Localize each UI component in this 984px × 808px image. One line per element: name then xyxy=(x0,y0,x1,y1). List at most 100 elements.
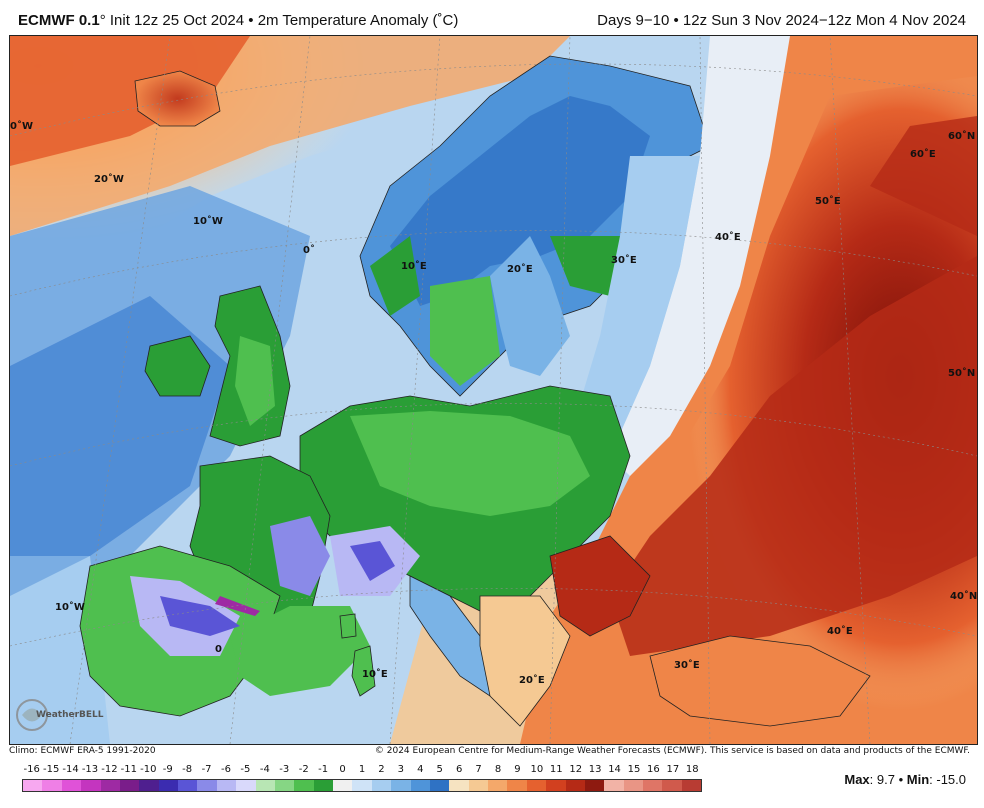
colorbar-swatches xyxy=(22,779,702,792)
colorbar-swatch xyxy=(216,780,237,791)
colorbar-swatch xyxy=(526,780,547,791)
colorbar-swatch xyxy=(100,780,120,791)
colorbar-tick-label: -10 xyxy=(140,764,157,775)
colorbar-tick-label: 10 xyxy=(530,764,544,775)
min-label: Min xyxy=(906,772,930,787)
logo-text: WeatherBELL xyxy=(36,710,104,720)
colorbar-swatch xyxy=(565,780,585,791)
grid-label: 50˚E xyxy=(815,195,841,207)
colorbar-swatch xyxy=(119,780,140,791)
max-value: : 9.7 • xyxy=(869,772,907,787)
colorbar-tick-label: -4 xyxy=(259,764,270,775)
colorbar-tick-label: -2 xyxy=(298,764,309,775)
weatherbell-logo: WeatherBELL xyxy=(14,694,104,736)
map-header: ECMWF 0.1° Init 12z 25 Oct 2024 • 2m Tem… xyxy=(0,0,984,34)
colorbar-tick-label: 12 xyxy=(569,764,583,775)
colorbar-tick-label: 15 xyxy=(627,764,641,775)
colorbar-legend: -16 -15 -14 -13 -12 -11 -10 -9 -8 -7 -6 -5 -4 -3 -2 -1 0… xyxy=(22,764,702,794)
colorbar-swatch xyxy=(623,780,643,791)
max-min-stats: Max: 9.7 • Min: -15.0 xyxy=(844,772,966,787)
colorbar-tick-label: 8 xyxy=(494,764,502,775)
colorbar-tick-label: -12 xyxy=(101,764,118,775)
colorbar-tick-label: 0 xyxy=(339,764,346,775)
colorbar-swatch xyxy=(449,780,469,791)
grid-label: 0 xyxy=(215,644,222,655)
colorbar-tick-label: -13 xyxy=(81,764,99,775)
colorbar-swatch xyxy=(274,780,295,791)
colorbar-swatch xyxy=(61,780,82,791)
colorbar-swatch xyxy=(371,780,392,791)
colorbar-tick-label: 4 xyxy=(417,764,424,775)
colorbar-tick-label: 7 xyxy=(475,764,482,775)
colorbar-tick-label: 11 xyxy=(549,764,563,775)
colorbar-swatch xyxy=(584,780,605,791)
grid-label: 10˚W xyxy=(193,215,223,227)
colorbar-swatch xyxy=(81,780,101,791)
colorbar-swatch xyxy=(488,780,508,791)
colorbar-swatch xyxy=(333,780,353,791)
colorbar-swatch xyxy=(236,780,256,791)
copyright-note: © 2024 European Centre for Medium-Range … xyxy=(374,746,970,756)
colorbar-swatch xyxy=(197,780,217,791)
grid-label: 40˚E xyxy=(715,231,741,243)
colorbar-swatch xyxy=(352,780,372,791)
grid-label: 40˚E xyxy=(827,625,853,637)
colorbar-swatch xyxy=(139,780,159,791)
colorbar-tick-label: -6 xyxy=(221,764,231,775)
title-details: ° Init 12z 25 Oct 2024 • 2m Temperature … xyxy=(99,12,459,29)
grid-label: 40˚N xyxy=(950,590,977,602)
grid-label: 60˚E xyxy=(910,148,936,160)
colorbar-swatch xyxy=(604,780,624,791)
grid-label: 30˚E xyxy=(674,659,700,671)
grid-label: 10˚W xyxy=(55,601,85,613)
colorbar-tick-label: -16 xyxy=(23,764,40,775)
max-label: Max xyxy=(844,772,870,787)
colorbar-tick-label: -14 xyxy=(62,764,79,775)
grid-label: 0˚W xyxy=(10,120,33,132)
colorbar-tick-label: 2 xyxy=(378,764,385,775)
grid-label: 50˚N xyxy=(948,367,975,379)
colorbar-swatch xyxy=(662,780,682,791)
colorbar-swatch xyxy=(178,780,198,791)
temperature-anomaly-map: 0˚W 20˚W 10˚W 0˚ 10˚E 20˚E 30˚E 40˚E 50˚… xyxy=(9,35,978,745)
grid-label: 0˚ xyxy=(303,244,315,256)
colorbar-swatch xyxy=(23,780,43,791)
grid-label: 30˚E xyxy=(611,254,637,266)
colorbar-swatch xyxy=(391,780,411,791)
colorbar-swatch xyxy=(255,780,275,791)
colorbar-tick-label: -9 xyxy=(162,764,173,775)
colorbar-swatch xyxy=(158,780,178,791)
colorbar-tick-label: -11 xyxy=(120,764,138,775)
climatology-note: Climo: ECMWF ERA-5 1991-2020 xyxy=(9,746,156,756)
colorbar-tick-label: -5 xyxy=(240,764,251,775)
grid-label: 20˚W xyxy=(94,173,124,185)
grid-label: 10˚E xyxy=(401,260,427,272)
colorbar-swatch xyxy=(546,780,566,791)
colorbar-tick-label: -7 xyxy=(201,764,212,775)
colorbar-swatch xyxy=(429,780,450,791)
colorbar-tick-label: 3 xyxy=(397,764,405,775)
colorbar-tick-label: 17 xyxy=(666,764,680,775)
colorbar-swatch xyxy=(468,780,488,791)
colorbar-tick-label: 18 xyxy=(685,764,699,775)
colorbar-tick-label: 16 xyxy=(647,764,660,775)
colorbar-tick-label: 5 xyxy=(436,764,443,775)
colorbar-swatch xyxy=(313,780,333,791)
grid-label: 10˚E xyxy=(362,668,388,680)
colorbar-tick-label: -8 xyxy=(182,764,193,775)
grid-label: 20˚E xyxy=(507,263,533,275)
colorbar-ticks: -16 -15 -14 -13 -12 -11 -10 -9 -8 -7 -6 -5 -4 -3 -2 -1 0… xyxy=(22,764,702,778)
grid-label: 20˚E xyxy=(519,674,545,686)
colorbar-tick-label: -1 xyxy=(318,764,329,775)
colorbar-tick-label: -3 xyxy=(279,764,290,775)
colorbar-tick-label: 13 xyxy=(588,764,602,775)
colorbar-tick-label: 1 xyxy=(358,764,366,775)
colorbar-swatch xyxy=(294,780,314,791)
colorbar-tick-label: 9 xyxy=(514,764,521,775)
colorbar-swatch xyxy=(507,780,527,791)
map-title: ECMWF 0.1° Init 12z 25 Oct 2024 • 2m Tem… xyxy=(18,12,458,29)
colorbar-swatch xyxy=(410,780,430,791)
colorbar-tick-label: -15 xyxy=(42,764,60,775)
colorbar-swatch xyxy=(681,780,702,791)
grid-label: 60˚N xyxy=(948,130,975,142)
